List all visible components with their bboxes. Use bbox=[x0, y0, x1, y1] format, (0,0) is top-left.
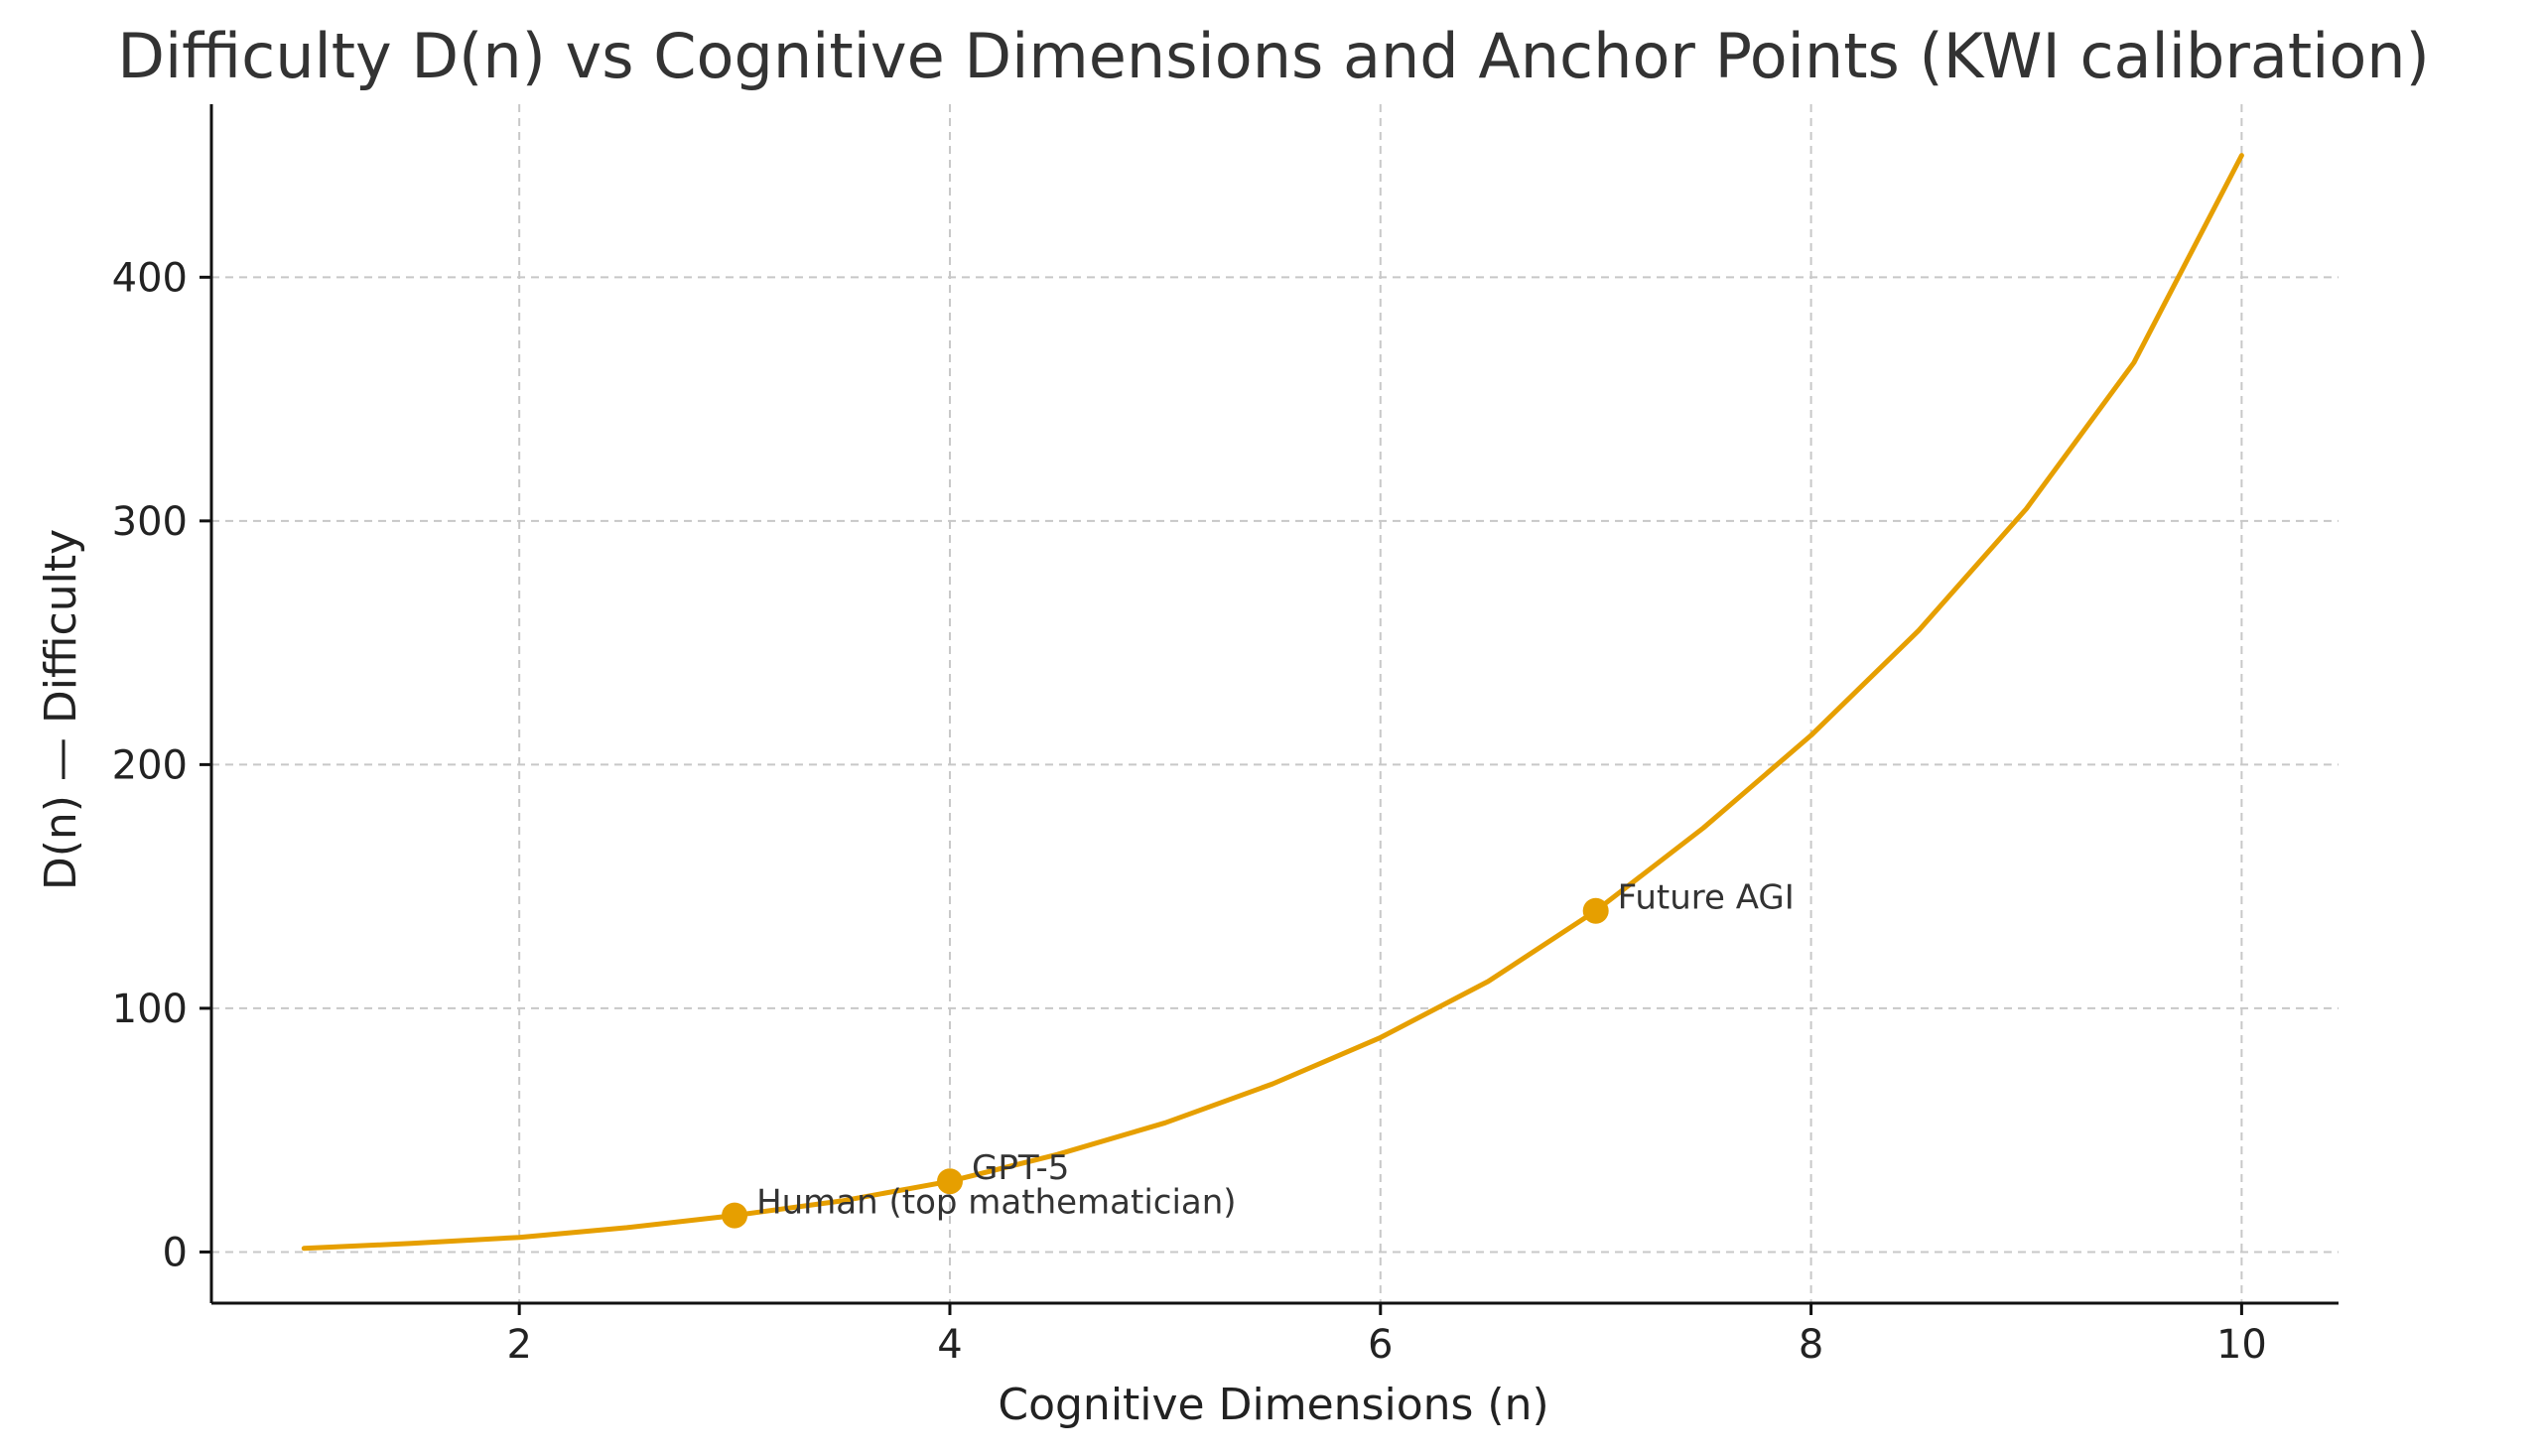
x-axis-label: Cognitive Dimensions (n) bbox=[998, 1380, 1548, 1430]
anchor-marker bbox=[722, 1202, 748, 1229]
x-tick-label: 8 bbox=[1799, 1322, 1823, 1368]
y-tick-label: 0 bbox=[163, 1230, 188, 1275]
anchor-marker bbox=[936, 1168, 963, 1195]
y-tick-label: 200 bbox=[112, 742, 188, 788]
x-tick-label: 2 bbox=[506, 1322, 531, 1368]
chart-title: Difficulty D(n) vs Cognitive Dimensions … bbox=[117, 20, 2430, 92]
anchor-label: Future AGI bbox=[1618, 878, 1795, 918]
anchor-label: Human (top mathematician) bbox=[756, 1183, 1237, 1223]
x-tick-label: 4 bbox=[937, 1322, 962, 1368]
anchor-marker bbox=[1582, 897, 1609, 924]
y-tick-label: 400 bbox=[112, 255, 188, 301]
y-axis-label: D(n) — Difficulty bbox=[36, 529, 86, 890]
grid bbox=[211, 104, 2339, 1303]
anchor-point: Human (top mathematician) bbox=[722, 1183, 1237, 1229]
y-tick-label: 100 bbox=[112, 987, 188, 1032]
anchor-label: GPT-5 bbox=[972, 1148, 1069, 1188]
series bbox=[301, 153, 2244, 1252]
anchor-points: Human (top mathematician)GPT-5 Future AGI bbox=[722, 878, 1795, 1229]
y-tick-label: 300 bbox=[112, 499, 188, 545]
anchor-point: GPT-5 bbox=[936, 1148, 1069, 1195]
x-tick-label: 10 bbox=[2216, 1322, 2267, 1368]
difficulty-curve bbox=[301, 153, 2244, 1252]
x-tick-label: 6 bbox=[1368, 1322, 1393, 1368]
axes bbox=[209, 104, 2339, 1305]
anchor-point: Future AGI bbox=[1582, 878, 1795, 924]
